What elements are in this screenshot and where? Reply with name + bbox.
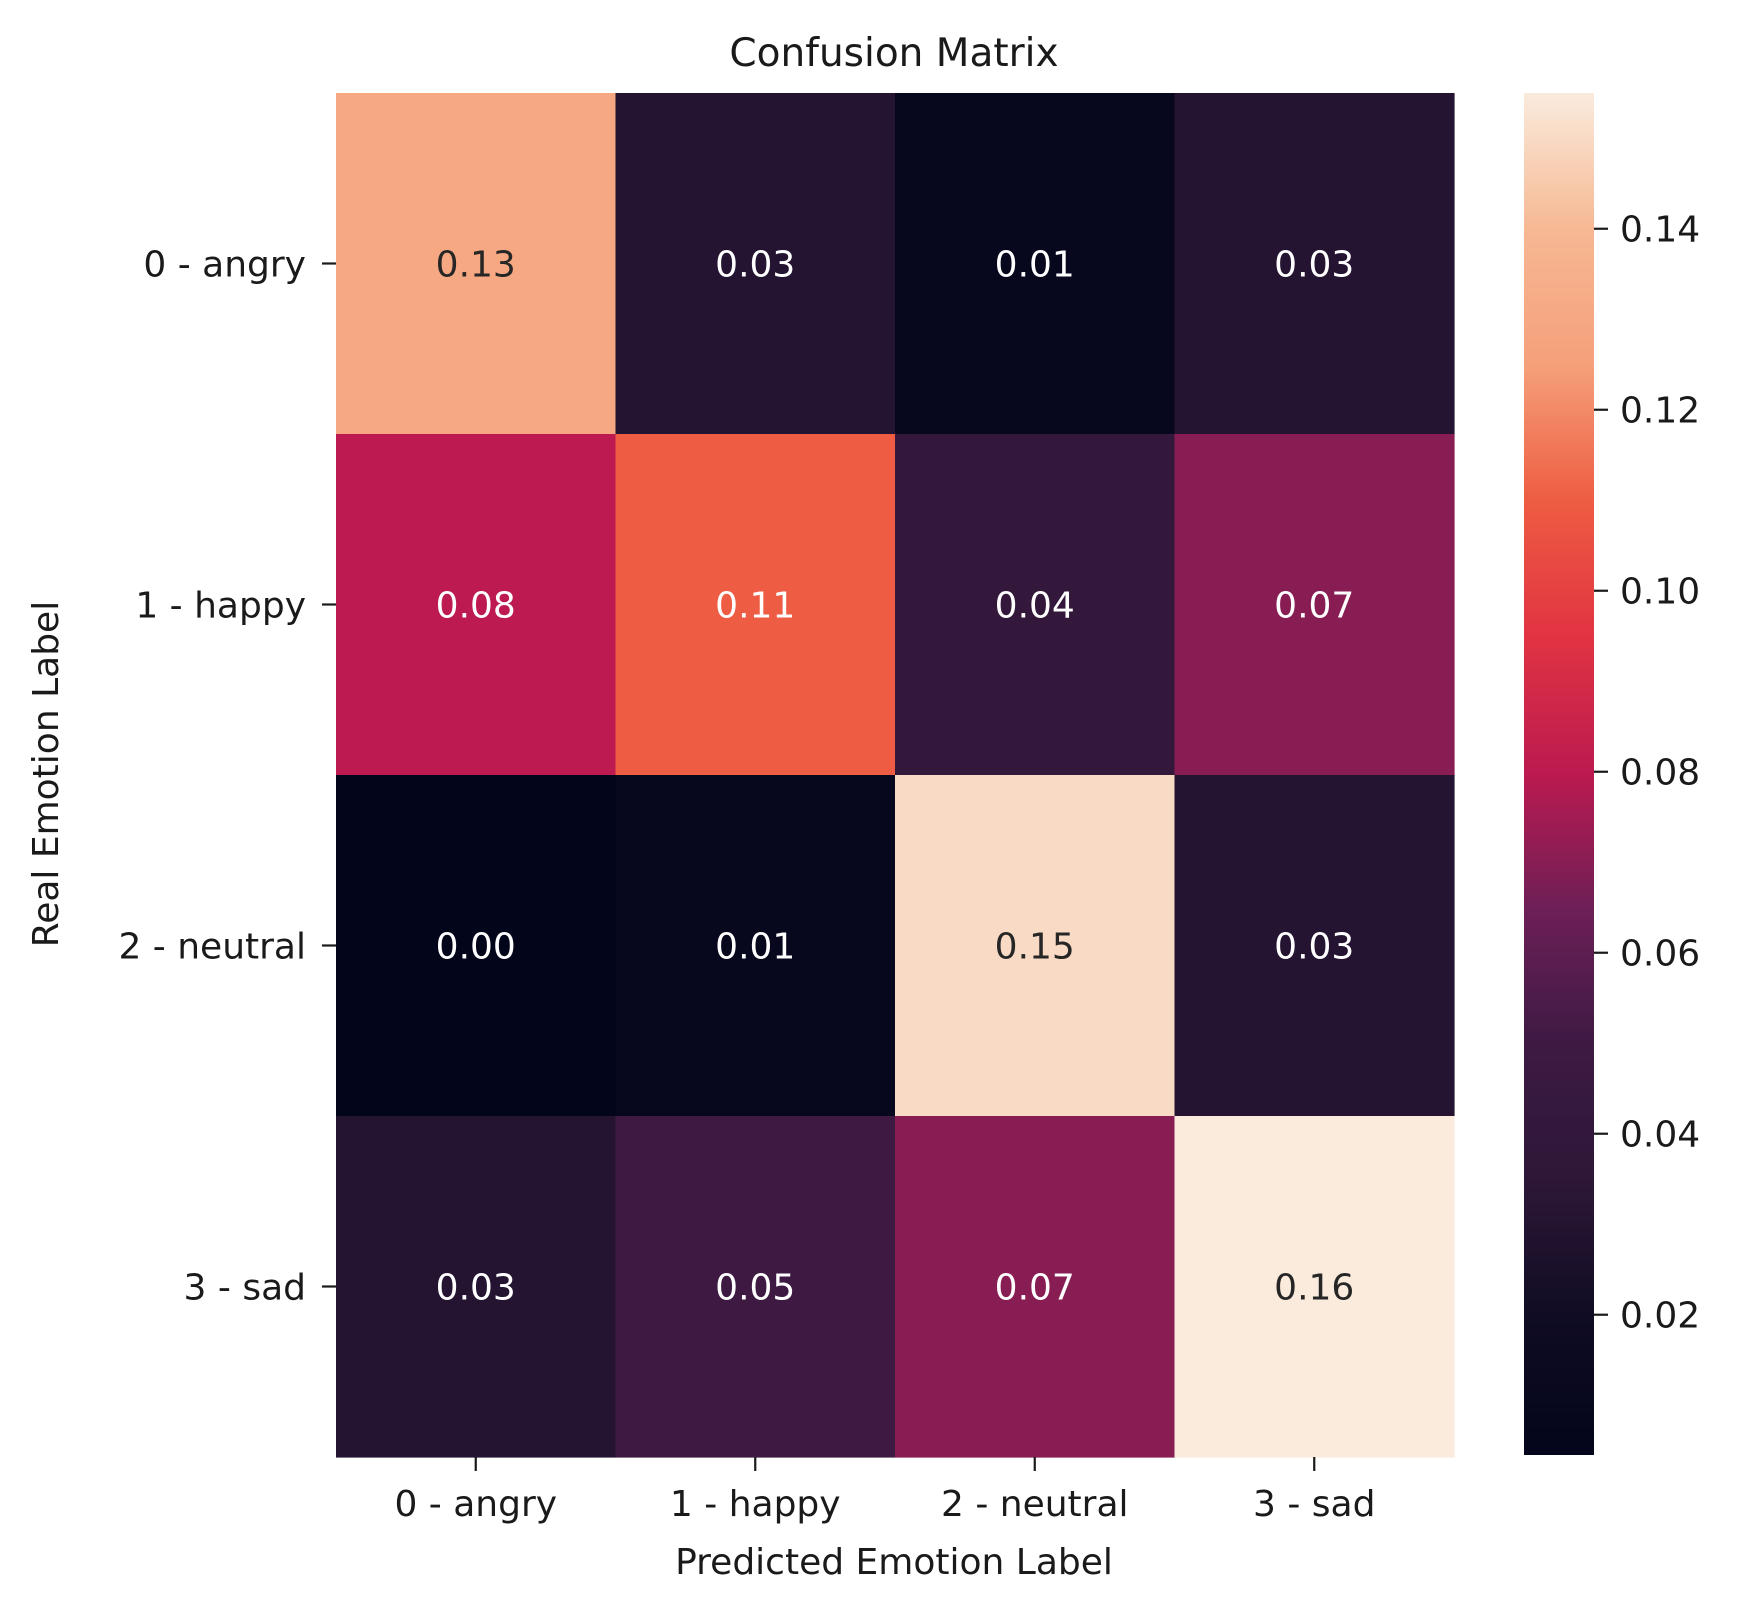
cell-value-label-r1-c3: 0.07: [1274, 586, 1354, 627]
heatmap-cell-r2-c0: [336, 775, 617, 1117]
heatmap-cell-r3-c3: [1174, 1116, 1455, 1458]
cell-value-label-r1-c1: 0.11: [715, 586, 795, 627]
heatmap-cell-r0-c1: [615, 93, 896, 435]
cell-value-label-r3-c1: 0.05: [715, 1268, 795, 1309]
chart-title: Confusion Matrix: [729, 31, 1058, 76]
x-axis-label: Predicted Emotion Label: [675, 1542, 1113, 1583]
heatmap-value-labels: 0.13 0.03 0.01 0.03 0.08 0.11 0.04 0.07 0.00 0.01…: [436, 245, 1355, 1309]
heatmap-cell-r1-c2: [895, 434, 1176, 776]
heatmap-cell-r2-c1: [615, 775, 896, 1117]
y-tick-label-0: 0 - angry: [143, 245, 306, 286]
cell-value-label-r2-c3: 0.03: [1274, 927, 1354, 968]
heatmap-cell-r1-c3: [1174, 434, 1455, 776]
heatmap-cell-r3-c1: [615, 1116, 896, 1458]
y-tick-label-2: 2 - neutral: [118, 927, 306, 968]
y-tick-label-3: 3 - sad: [184, 1268, 306, 1309]
colorbar-tick-label-1: 0.04: [1620, 1115, 1700, 1156]
x-axis: 0 - angry 1 - happy 2 - neutral 3 - sad: [394, 1457, 1375, 1525]
colorbar-tick-label-4: 0.10: [1620, 572, 1700, 613]
cell-value-label-r2-c1: 0.01: [715, 927, 795, 968]
heatmap-cell-r1-c1: [615, 434, 896, 776]
colorbar: [1524, 93, 1594, 1455]
cell-value-label-r2-c2: 0.15: [995, 927, 1075, 968]
heatmap-cell-r3-c2: [895, 1116, 1176, 1458]
heatmap-cell-r0-c0: [336, 93, 617, 435]
heatmap-cell-r2-c3: [1174, 775, 1455, 1117]
colorbar-tick-label-6: 0.14: [1620, 210, 1700, 251]
cell-value-label-r1-c0: 0.08: [436, 586, 516, 627]
y-tick-label-1: 1 - happy: [135, 586, 306, 627]
y-axis: 0 - angry 1 - happy 2 - neutral 3 - sad: [118, 245, 336, 1309]
heatmap-cell-r2-c2: [895, 775, 1176, 1117]
cell-value-label-r0-c0: 0.13: [436, 245, 516, 286]
colorbar-tick-label-0: 0.02: [1620, 1296, 1700, 1337]
cell-value-label-r3-c0: 0.03: [436, 1268, 516, 1309]
x-tick-label-0: 0 - angry: [394, 1484, 557, 1525]
cell-value-label-r2-c0: 0.00: [436, 927, 516, 968]
x-tick-label-2: 2 - neutral: [941, 1484, 1129, 1525]
cell-value-label-r0-c1: 0.03: [715, 245, 795, 286]
heatmap-cells: [336, 93, 1455, 1458]
colorbar-ticks: 0.02 0.04 0.06 0.08 0.10 0.12 0.14: [1594, 210, 1700, 1337]
heatmap-cell-r0-c2: [895, 93, 1176, 435]
cell-value-label-r3-c2: 0.07: [995, 1268, 1075, 1309]
heatmap-cell-r1-c0: [336, 434, 617, 776]
colorbar-tick-label-3: 0.08: [1620, 753, 1700, 794]
x-tick-label-1: 1 - happy: [670, 1484, 841, 1525]
cell-value-label-r1-c2: 0.04: [995, 586, 1075, 627]
colorbar-tick-label-5: 0.12: [1620, 391, 1700, 432]
colorbar-tick-label-2: 0.06: [1620, 934, 1700, 975]
cell-value-label-r3-c3: 0.16: [1274, 1268, 1354, 1309]
y-axis-label: Real Emotion Label: [26, 601, 67, 947]
cell-value-label-r0-c2: 0.01: [995, 245, 1075, 286]
heatmap-cell-r3-c0: [336, 1116, 617, 1458]
x-tick-label-3: 3 - sad: [1253, 1484, 1375, 1525]
cell-value-label-r0-c3: 0.03: [1274, 245, 1354, 286]
heatmap-cell-r0-c3: [1174, 93, 1455, 435]
